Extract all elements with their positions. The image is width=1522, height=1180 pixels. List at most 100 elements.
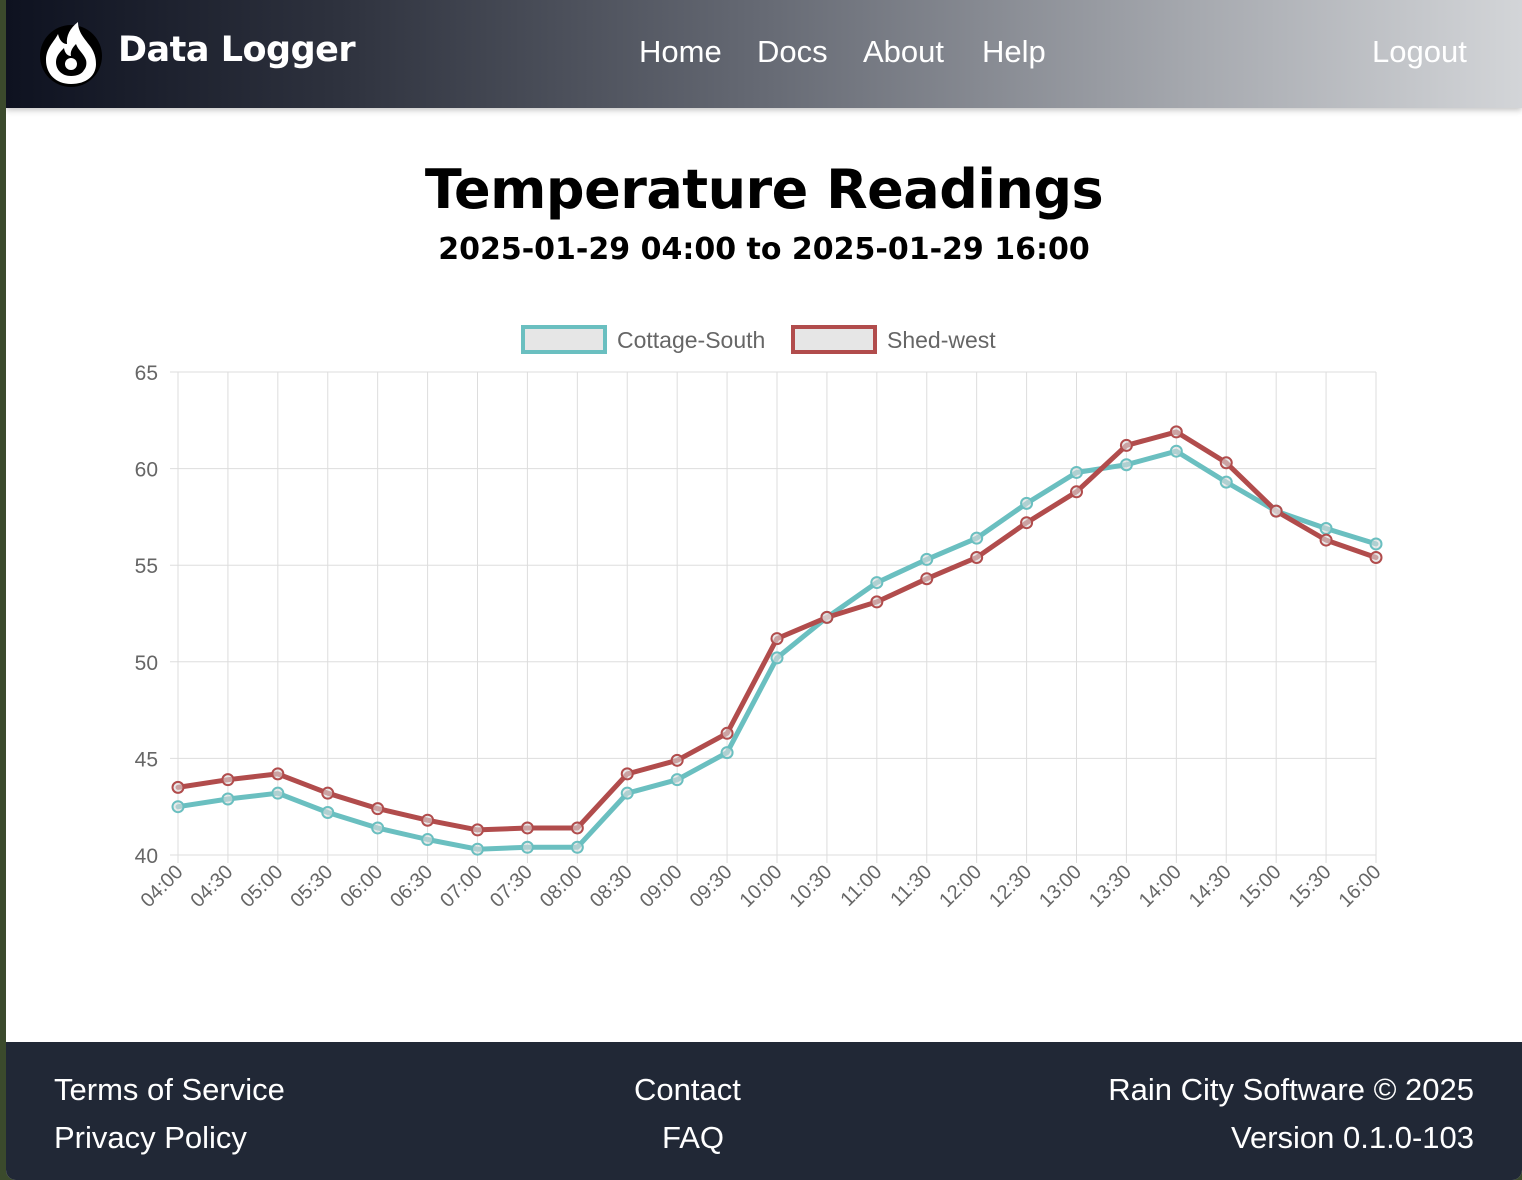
nav-docs-link[interactable]: Docs [757, 34, 828, 69]
y-axis-ticks: 40 45 50 55 60 65 [135, 362, 158, 868]
legend-swatch[interactable] [521, 325, 607, 354]
x-tick-label: 12:30 [985, 861, 1036, 912]
x-tick-label: 05:30 [286, 861, 337, 912]
x-tick-label: 11:30 [886, 861, 936, 911]
x-tick-label: 13:00 [1035, 861, 1086, 912]
data-point[interactable] [371, 802, 385, 816]
data-point[interactable] [221, 773, 235, 787]
data-point[interactable] [720, 726, 734, 740]
data-point[interactable] [471, 842, 484, 856]
data-point[interactable] [1070, 465, 1083, 479]
data-point[interactable] [670, 753, 684, 767]
nav-home-link[interactable]: Home [639, 34, 722, 69]
footer: Terms of Service Privacy Policy Contact … [6, 1042, 1522, 1180]
y-tick-label: 65 [135, 362, 158, 385]
x-tick-label: 07:00 [436, 861, 487, 912]
x-tick-label: 14:30 [1185, 861, 1236, 912]
data-point[interactable] [970, 550, 984, 564]
data-point[interactable] [1119, 458, 1133, 472]
data-point[interactable] [171, 800, 185, 814]
data-point[interactable] [520, 821, 534, 835]
contact-link[interactable]: Contact [634, 1072, 741, 1107]
data-point[interactable] [1169, 444, 1183, 458]
x-tick-label: 09:00 [636, 861, 687, 912]
data-point[interactable] [221, 792, 235, 806]
x-tick-label: 05:00 [236, 861, 287, 912]
x-tick-label: 10:00 [736, 861, 787, 912]
x-tick-label: 10:30 [785, 861, 836, 912]
x-tick-label: 15:00 [1235, 861, 1286, 912]
logout-link[interactable]: Logout [1372, 34, 1467, 69]
data-point[interactable] [1169, 425, 1183, 439]
flame-icon[interactable] [34, 14, 108, 90]
x-tick-label: 08:30 [586, 861, 637, 912]
data-point[interactable] [471, 823, 484, 837]
data-point[interactable] [970, 531, 984, 545]
brand-name[interactable]: Data Logger [118, 30, 356, 70]
data-point[interactable] [520, 840, 534, 854]
data-point[interactable] [371, 821, 385, 835]
legend-label[interactable]: Cottage-South [617, 327, 765, 353]
data-point[interactable] [421, 813, 435, 827]
y-tick-label: 40 [135, 845, 158, 868]
x-tick-label: 12:00 [935, 861, 986, 912]
temperature-line-chart: 40 45 50 55 60 65 04:0004:3005:0005:3006:0006… [135, 325, 1386, 912]
data-point[interactable] [1070, 485, 1083, 499]
x-axis-ticks: 04:0004:3005:0005:3006:0006:3007:0007:30… [137, 861, 1386, 912]
chart-legend: Cottage-South Shed-west [521, 325, 996, 354]
data-point[interactable] [620, 767, 634, 781]
data-point[interactable] [670, 773, 684, 787]
data-point[interactable] [870, 595, 884, 609]
chart-series [171, 425, 1383, 856]
legend-swatch[interactable] [791, 325, 877, 354]
nav-about-link[interactable]: About [863, 34, 945, 69]
data-point[interactable] [1219, 456, 1233, 470]
y-tick-label: 45 [135, 748, 158, 771]
data-point[interactable] [421, 833, 435, 847]
y-tick-label: 50 [135, 652, 158, 675]
version-text: Version 0.1.0-103 [1230, 1120, 1474, 1155]
x-tick-label: 14:00 [1135, 861, 1186, 912]
data-point[interactable] [1319, 521, 1333, 535]
x-tick-label: 13:30 [1085, 861, 1136, 912]
data-point[interactable] [1219, 475, 1233, 489]
data-point[interactable] [321, 805, 335, 819]
data-point[interactable] [1020, 496, 1034, 510]
page-subtitle: 2025-01-29 04:00 to 2025-01-29 16:00 [438, 232, 1090, 267]
terms-of-service-link[interactable]: Terms of Service [54, 1072, 285, 1107]
x-tick-label: 08:00 [536, 861, 587, 912]
chart-grid [170, 371, 1377, 863]
data-point[interactable] [1269, 504, 1283, 518]
x-tick-label: 06:00 [336, 861, 387, 912]
data-point[interactable] [321, 786, 335, 800]
x-tick-label: 04:00 [137, 861, 188, 912]
x-tick-label: 09:30 [686, 861, 737, 912]
data-point[interactable] [271, 786, 285, 800]
data-point[interactable] [870, 576, 884, 590]
data-point[interactable] [770, 632, 784, 646]
data-point[interactable] [570, 840, 584, 854]
data-point[interactable] [171, 780, 185, 794]
top-navbar: Data Logger Home Docs About Help Logout [6, 0, 1522, 108]
data-point[interactable] [820, 610, 834, 624]
data-point[interactable] [720, 746, 734, 760]
x-tick-label: 11:00 [836, 861, 886, 911]
x-tick-label: 07:30 [486, 861, 537, 912]
y-tick-label: 55 [135, 555, 158, 578]
data-point[interactable] [1020, 516, 1034, 530]
data-point[interactable] [1319, 533, 1333, 547]
data-point[interactable] [570, 821, 584, 835]
data-point[interactable] [620, 786, 634, 800]
data-point[interactable] [770, 651, 784, 665]
data-point[interactable] [920, 572, 934, 586]
data-point[interactable] [1369, 550, 1383, 564]
privacy-policy-link[interactable]: Privacy Policy [54, 1120, 247, 1155]
faq-link[interactable]: FAQ [662, 1120, 725, 1155]
data-point[interactable] [1119, 438, 1133, 452]
x-tick-label: 16:00 [1335, 861, 1386, 912]
data-point[interactable] [920, 552, 934, 566]
legend-label[interactable]: Shed-west [887, 327, 996, 353]
data-point[interactable] [271, 767, 285, 781]
nav-help-link[interactable]: Help [982, 34, 1046, 69]
data-point[interactable] [1369, 537, 1383, 551]
